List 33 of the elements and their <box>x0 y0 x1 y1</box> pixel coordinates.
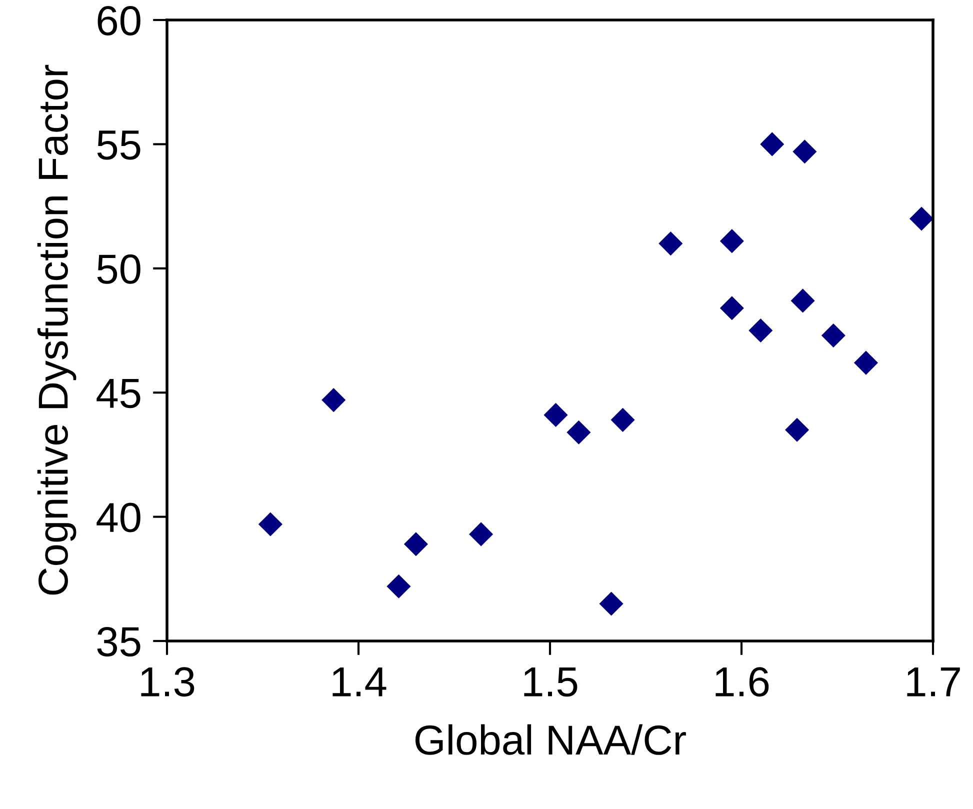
x-axis-title: Global NAA/Cr <box>415 724 686 755</box>
point <box>404 532 428 556</box>
point <box>566 420 591 444</box>
point <box>792 140 817 164</box>
point <box>785 418 810 442</box>
y-axis-title: Cognitive Dysfunction Factor <box>37 64 76 595</box>
point <box>599 592 624 616</box>
x-tick-label: 1.5 <box>524 668 578 697</box>
point <box>322 388 346 412</box>
y-tick-label: 40 <box>96 502 140 532</box>
x-tick-label: 1.7 <box>907 668 960 696</box>
point <box>760 132 784 156</box>
y-tick-label: 50 <box>97 254 140 284</box>
x-tick-label: 1.6 <box>716 667 769 697</box>
y-tick-label: 35 <box>97 627 140 657</box>
point <box>544 402 568 427</box>
point <box>610 408 635 432</box>
point <box>748 318 773 343</box>
y-tick-label: 55 <box>97 130 140 160</box>
point <box>720 229 744 254</box>
point <box>720 296 744 320</box>
point <box>469 522 494 546</box>
point <box>854 350 878 375</box>
point <box>909 206 933 231</box>
point <box>790 288 815 313</box>
point <box>386 574 411 598</box>
point <box>658 232 683 256</box>
x-tick-label: 1.4 <box>332 668 386 696</box>
point <box>821 323 846 348</box>
y-tick-label: 60 <box>98 6 140 36</box>
y-tick-label: 45 <box>96 379 140 408</box>
x-tick-label: 1.3 <box>141 667 194 697</box>
point <box>258 512 282 536</box>
